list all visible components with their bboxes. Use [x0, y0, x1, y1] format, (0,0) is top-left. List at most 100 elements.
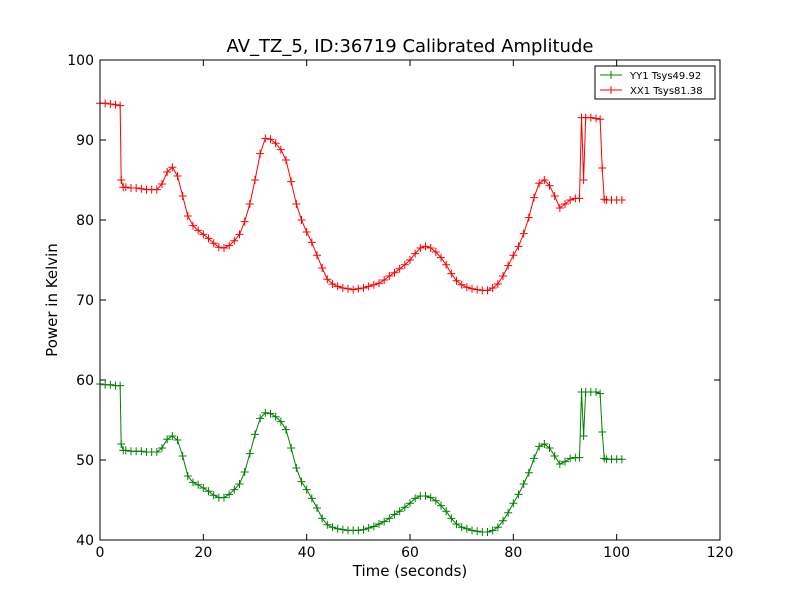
data-point-marker	[504, 508, 513, 517]
data-point-marker	[535, 442, 544, 451]
data-point-marker	[220, 493, 228, 502]
series-0	[96, 380, 626, 536]
data-point-marker	[561, 200, 569, 208]
data-point-marker	[344, 284, 352, 293]
data-point-marker	[411, 249, 420, 258]
data-point-marker	[617, 196, 626, 204]
data-point-marker	[189, 478, 197, 487]
data-point-marker	[261, 408, 270, 417]
x-tick-label: 0	[96, 545, 105, 561]
data-point-marker	[266, 409, 275, 418]
data-point-marker	[596, 115, 605, 124]
data-point-marker	[530, 193, 538, 202]
x-tick-label: 100	[603, 545, 630, 561]
data-point-marker	[504, 261, 513, 270]
data-point-marker	[395, 507, 404, 516]
y-axis-label: Power in Kelvin	[43, 243, 61, 357]
data-point-marker	[514, 490, 523, 499]
data-point-marker	[261, 134, 270, 143]
data-point-marker	[183, 472, 192, 480]
data-point-marker	[152, 185, 161, 194]
data-point-marker	[437, 501, 445, 510]
data-point-marker	[251, 430, 259, 439]
data-point-marker	[204, 487, 213, 496]
data-point-marker	[421, 492, 430, 500]
data-point-marker	[240, 468, 249, 476]
x-tick-label: 60	[401, 545, 419, 561]
data-point-marker	[395, 264, 404, 273]
data-point-marker	[173, 172, 182, 180]
data-point-marker	[245, 449, 254, 458]
data-point-marker	[106, 100, 115, 108]
x-axis-label: Time (seconds)	[352, 562, 468, 580]
data-point-marker	[158, 180, 166, 188]
data-point-marker	[106, 380, 115, 389]
data-point-marker	[550, 192, 559, 200]
data-point-marker	[575, 453, 584, 462]
data-point-marker	[287, 177, 296, 186]
data-point-marker	[364, 282, 373, 291]
data-point-marker	[499, 516, 507, 525]
data-point-marker	[292, 464, 301, 472]
data-point-marker	[514, 242, 523, 251]
data-point-marker	[333, 282, 342, 291]
y-tick-label: 80	[76, 213, 94, 229]
data-point-marker	[524, 213, 533, 222]
data-point-marker	[178, 192, 187, 200]
data-point-marker	[442, 260, 451, 269]
data-point-marker	[473, 527, 482, 536]
data-point-marker	[509, 251, 518, 260]
y-tick-label: 70	[76, 293, 94, 309]
data-point-marker	[307, 238, 316, 247]
data-point-marker	[235, 480, 244, 488]
data-point-marker	[406, 256, 414, 264]
data-point-marker	[214, 243, 223, 252]
data-point-marker	[245, 200, 254, 208]
data-point-marker	[586, 113, 595, 122]
data-point-marker	[313, 251, 321, 260]
data-point-marker	[540, 176, 549, 184]
data-point-marker	[189, 221, 197, 230]
data-point-marker	[375, 279, 383, 288]
data-point-marker	[426, 244, 435, 252]
data-point-marker	[385, 514, 394, 523]
legend-entry-label: YY1 Tsys49.92	[629, 71, 701, 82]
data-point-marker	[437, 253, 445, 262]
y-tick-label: 60	[76, 373, 94, 389]
data-point-marker	[364, 524, 373, 532]
data-point-marker	[117, 176, 126, 184]
data-point-marker	[256, 414, 265, 423]
legend: YY1 Tsys49.92 XX1 Tsys81.38	[594, 65, 716, 100]
data-point-marker	[349, 285, 358, 294]
data-point-marker	[380, 517, 389, 526]
data-point-marker	[194, 226, 203, 235]
data-point-marker	[566, 196, 575, 204]
data-point-marker	[555, 204, 564, 212]
data-point-marker	[566, 454, 575, 463]
data-point-marker	[256, 149, 265, 158]
data-point-marker	[152, 448, 161, 456]
data-point-marker	[209, 239, 218, 248]
data-point-marker	[251, 176, 259, 184]
data-point-marker	[307, 494, 316, 503]
data-point-marker	[530, 454, 538, 463]
data-point-marker	[101, 99, 110, 108]
data-point-marker	[111, 100, 120, 109]
data-point-marker	[137, 184, 146, 193]
data-point-marker	[271, 412, 280, 421]
x-tick-label: 120	[707, 545, 734, 561]
data-point-marker	[462, 524, 471, 533]
data-point-marker	[592, 114, 600, 123]
data-point-marker	[163, 168, 172, 176]
series-1	[96, 99, 626, 295]
legend-marker	[607, 86, 615, 94]
data-point-marker	[292, 200, 301, 208]
data-point-marker	[592, 388, 600, 396]
data-point-marker	[375, 520, 383, 528]
data-point-marker	[209, 491, 218, 500]
data-point-marker	[390, 510, 399, 519]
legend-marker	[607, 71, 615, 79]
data-point-marker	[447, 514, 456, 523]
data-point-marker	[598, 428, 607, 436]
data-point-marker	[483, 528, 492, 536]
